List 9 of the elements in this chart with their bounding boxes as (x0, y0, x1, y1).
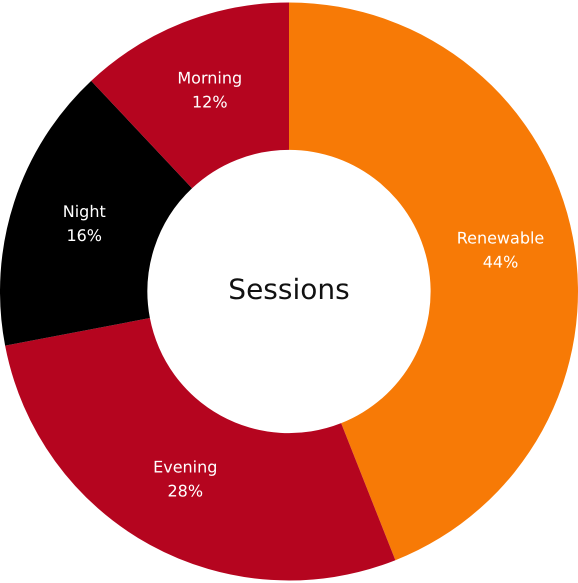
slice-label: Morning (177, 68, 242, 88)
text: Sessions (228, 272, 350, 306)
data-label: 44% (482, 252, 518, 272)
data-label: 16% (66, 226, 102, 246)
slice-label: Night (62, 202, 106, 222)
slice-label: Evening (153, 457, 218, 476)
data-label: 12% (192, 92, 228, 112)
slice-label: Renewable (456, 228, 544, 248)
data-label: 28% (167, 481, 204, 500)
